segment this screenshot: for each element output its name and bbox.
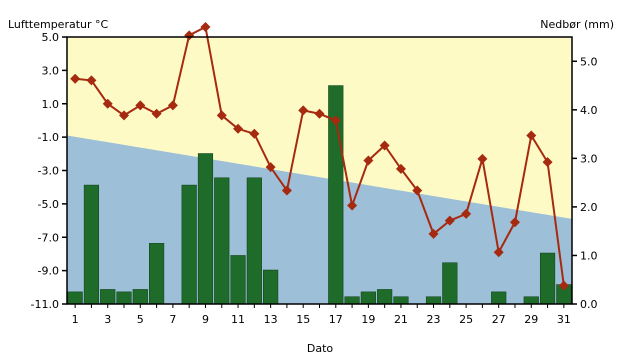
precipitation-bar [100,289,116,305]
y-right-tick-label: 0.0 [580,298,598,311]
temperature-point [461,208,472,219]
x-tick-label: 15 [296,313,310,326]
y-right-tick-label: 5.0 [580,55,598,68]
temperature-point [395,163,406,174]
temperature-point [200,21,211,32]
temperature-point [509,217,520,228]
temperature-point [167,100,178,111]
precipitation-bar [132,289,148,305]
temperature-point [444,215,455,226]
precipitation-bar [116,291,132,305]
y-axis-right-label: Nedbør (mm) [540,18,614,31]
temperature-point [86,75,97,86]
x-tick-label: 19 [361,313,375,326]
temperature-point [70,73,81,84]
temperature-point [363,155,374,166]
plot-area [67,37,572,304]
y-left-tick-label: -5.0 [38,198,59,211]
y-right-tick-label: 3.0 [580,152,598,165]
precipitation-bar [360,291,376,305]
temperature-point [542,157,553,168]
y-axis-left-label: Lufttemperatur °C [8,18,109,31]
x-tick-label: 29 [524,313,538,326]
y-left-tick-label: 5.0 [42,31,60,44]
precipitation-bar [523,296,539,305]
temperature-point [477,153,488,164]
precipitation-bar [377,289,393,305]
temperature-point [135,100,146,111]
temperature-point [412,185,423,196]
x-tick-label: 3 [104,313,111,326]
precipitation-bar [214,177,230,305]
x-tick-label: 7 [169,313,176,326]
precipitation-bar [344,296,360,305]
precipitation-bar [246,177,262,305]
precipitation-bar [442,262,458,305]
precipitation-bar [425,296,442,305]
x-tick-label: 11 [231,313,245,326]
temperature-point [216,110,227,121]
precipitation-bar [197,153,214,305]
temperature-point [379,140,390,151]
x-tick-label: 1 [72,313,79,326]
x-tick-label: 9 [202,313,209,326]
y-left-tick-label: 1.0 [42,98,60,111]
precipitation-bar [149,243,165,305]
temperature-series [70,21,569,291]
y-right-tick-label: 1.0 [580,249,598,262]
temperature-point [281,185,292,196]
temperature-point [558,280,569,291]
y-left-tick-label: -3.0 [38,165,59,178]
x-tick-label: 17 [329,313,343,326]
temperature-point [102,98,113,109]
precipitation-bar [491,291,507,305]
precipitation-bar [393,296,409,305]
x-tick-label: 23 [427,313,441,326]
precipitation-bar [67,291,83,305]
precipitation-bar [263,269,279,305]
temperature-point [347,200,358,211]
y-left-tick-label: 3.0 [42,64,60,77]
y-right-tick-label: 4.0 [580,104,598,117]
temperature-point [330,115,341,126]
temperature-point [184,30,195,41]
y-left-tick-label: -7.0 [38,231,59,244]
x-tick-label: 5 [137,313,144,326]
temperature-point [493,247,504,258]
x-axis-label: Dato [307,342,334,354]
temperature-point [265,162,276,173]
temperature-point [249,128,260,139]
temperature-point [526,130,537,141]
x-tick-label: 31 [557,313,571,326]
precipitation-bar [181,184,197,305]
precipitation-bar [230,255,246,305]
temperature-point [233,123,244,134]
x-tick-label: 25 [459,313,473,326]
precipitation-bar [539,252,556,305]
x-tick-label: 13 [264,313,278,326]
temperature-point [314,108,325,119]
temperature-point [298,105,309,116]
x-tick-label: 21 [394,313,408,326]
temperature-point [119,110,130,121]
y-left-tick-label: -11.0 [31,298,59,311]
x-tick-label: 27 [492,313,506,326]
temperature-point [428,228,439,239]
y-right-tick-label: 2.0 [580,201,598,214]
axes: 5.0 3.0 1.0 -1.0 -3.0 -5.0 -7.0 -9.0 -11.0 5.0 4.0… [31,31,598,326]
precipitation-bars [67,85,572,305]
y-left-tick-label: -9.0 [38,265,59,278]
precipitation-bar [83,184,100,305]
temperature-point [151,108,162,119]
y-left-tick-label: -1.0 [38,131,59,144]
